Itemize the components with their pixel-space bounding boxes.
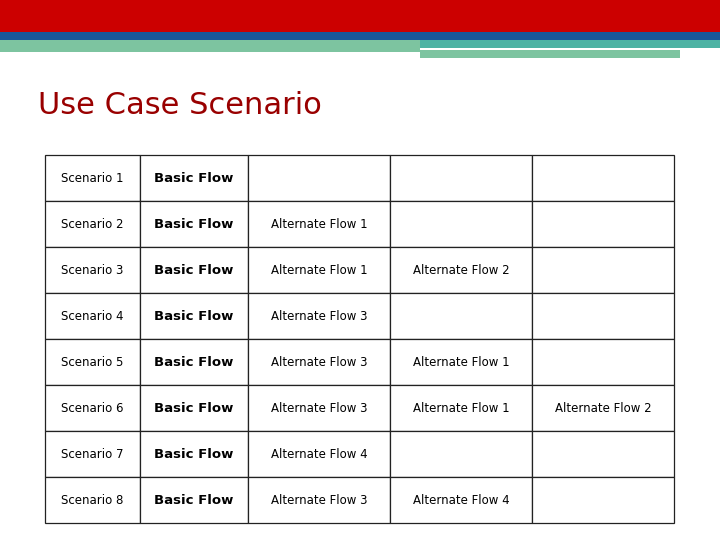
Bar [248, 201, 390, 247]
Bar [390, 385, 532, 431]
Text: Basic Flow: Basic Flow [154, 172, 234, 185]
Bar [0, 40, 420, 52]
Text: Alternate Flow 3: Alternate Flow 3 [271, 355, 367, 368]
Text: Alternate Flow 2: Alternate Flow 2 [554, 402, 652, 415]
Bar [248, 385, 390, 431]
Bar [532, 155, 674, 201]
Bar [532, 201, 674, 247]
Bar [390, 477, 532, 523]
Bar [390, 201, 532, 247]
Text: Alternate Flow 3: Alternate Flow 3 [271, 309, 367, 322]
Bar [248, 477, 390, 523]
Text: Alternate Flow 1: Alternate Flow 1 [413, 355, 509, 368]
Text: Scenario 3: Scenario 3 [61, 264, 124, 276]
Bar [140, 201, 248, 247]
Bar [390, 431, 532, 477]
Bar [140, 293, 248, 339]
Bar [532, 247, 674, 293]
Bar [420, 50, 680, 58]
Text: Alternate Flow 3: Alternate Flow 3 [271, 402, 367, 415]
Text: Alternate Flow 1: Alternate Flow 1 [271, 264, 367, 276]
Bar [390, 247, 532, 293]
Bar [420, 40, 720, 48]
Bar [45, 247, 140, 293]
Bar [45, 339, 140, 385]
Bar [390, 293, 532, 339]
Bar [248, 431, 390, 477]
Bar [532, 385, 674, 431]
Text: Scenario 1: Scenario 1 [61, 172, 124, 185]
Bar [140, 339, 248, 385]
Text: Basic Flow: Basic Flow [154, 355, 234, 368]
Text: Basic Flow: Basic Flow [154, 264, 234, 276]
Text: Scenario 7: Scenario 7 [61, 448, 124, 461]
Text: Scenario 2: Scenario 2 [61, 218, 124, 231]
Bar [0, 32, 720, 40]
Text: Basic Flow: Basic Flow [154, 218, 234, 231]
Bar [390, 155, 532, 201]
Text: Basic Flow: Basic Flow [154, 494, 234, 507]
Bar [45, 201, 140, 247]
Bar [532, 293, 674, 339]
Text: Alternate Flow 2: Alternate Flow 2 [413, 264, 509, 276]
Bar [140, 155, 248, 201]
Text: Use Case Scenario: Use Case Scenario [38, 91, 322, 120]
Bar [45, 431, 140, 477]
Text: Alternate Flow 4: Alternate Flow 4 [413, 494, 509, 507]
Bar [248, 247, 390, 293]
Bar [248, 155, 390, 201]
Bar [140, 477, 248, 523]
Bar [532, 339, 674, 385]
Bar [45, 477, 140, 523]
Text: Alternate Flow 4: Alternate Flow 4 [271, 448, 367, 461]
Bar [248, 339, 390, 385]
Bar [248, 293, 390, 339]
Bar [45, 293, 140, 339]
Bar [532, 431, 674, 477]
Bar [140, 247, 248, 293]
Text: Scenario 6: Scenario 6 [61, 402, 124, 415]
Text: Alternate Flow 3: Alternate Flow 3 [271, 494, 367, 507]
Text: Scenario 8: Scenario 8 [61, 494, 124, 507]
Bar [532, 477, 674, 523]
Text: Alternate Flow 1: Alternate Flow 1 [413, 402, 509, 415]
Text: Alternate Flow 1: Alternate Flow 1 [271, 218, 367, 231]
Bar [45, 385, 140, 431]
Bar [0, 0, 720, 32]
Text: Scenario 5: Scenario 5 [61, 355, 124, 368]
Bar [140, 385, 248, 431]
Bar [390, 339, 532, 385]
Text: Basic Flow: Basic Flow [154, 309, 234, 322]
Bar [140, 431, 248, 477]
Text: Scenario 4: Scenario 4 [61, 309, 124, 322]
Bar [45, 155, 140, 201]
Text: Basic Flow: Basic Flow [154, 448, 234, 461]
Text: Basic Flow: Basic Flow [154, 402, 234, 415]
